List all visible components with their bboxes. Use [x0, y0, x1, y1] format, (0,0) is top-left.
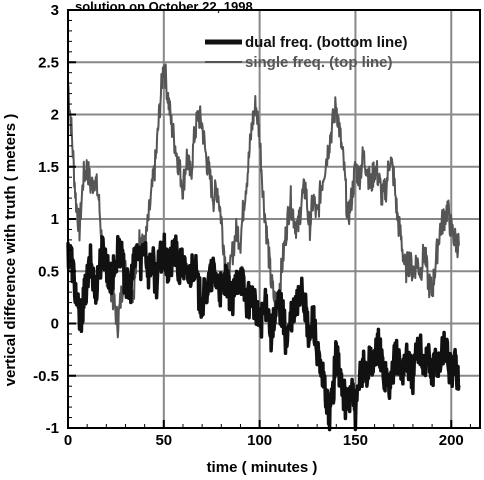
y-tick-label: 0: [51, 316, 59, 333]
legend-label: single freq. (top line): [245, 54, 393, 71]
series-line-single-freq: [67, 63, 460, 339]
ticks: 0 50 100 150 200 -1 -0.5 0 0.5 1 1.5 2 2.5 3: [33, 2, 471, 449]
y-tick-label: 2: [51, 107, 59, 124]
y-tick-label: -0.5: [33, 368, 59, 385]
y-tick-label: 0.5: [38, 263, 59, 280]
legend: dual freq. (bottom line) single freq. (to…: [205, 34, 408, 71]
x-tick-label: 50: [155, 432, 172, 449]
x-tick-label: 100: [247, 432, 272, 449]
y-tick-label: -1: [46, 420, 59, 437]
x-axis-title: time ( minutes ): [207, 459, 318, 476]
y-tick-label: 3: [51, 2, 59, 19]
x-tick-label: 150: [343, 432, 368, 449]
series-layer: [66, 63, 461, 432]
legend-label: dual freq. (bottom line): [245, 34, 408, 51]
y-axis-title: vertical difference with truth ( meters …: [2, 114, 19, 387]
y-tick-label: 1: [51, 211, 59, 228]
series-line-dual-freq: [66, 232, 461, 432]
x-tick-label: 200: [439, 432, 464, 449]
chart-title: solution on October 22, 1998.: [75, 0, 256, 14]
x-tick-label: 0: [64, 432, 72, 449]
y-tick-label: 1.5: [38, 159, 59, 176]
y-tick-label: 2.5: [38, 54, 59, 71]
